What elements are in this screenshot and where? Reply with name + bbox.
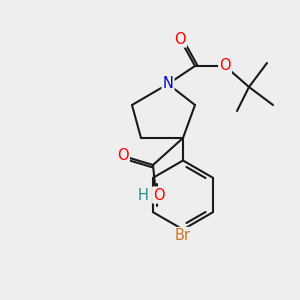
Text: O: O xyxy=(219,58,231,74)
Text: N: N xyxy=(163,76,173,92)
Text: O: O xyxy=(117,148,129,164)
Text: Br: Br xyxy=(175,228,191,243)
Text: O: O xyxy=(174,32,186,46)
Text: H: H xyxy=(138,188,149,202)
Text: O: O xyxy=(153,188,165,202)
